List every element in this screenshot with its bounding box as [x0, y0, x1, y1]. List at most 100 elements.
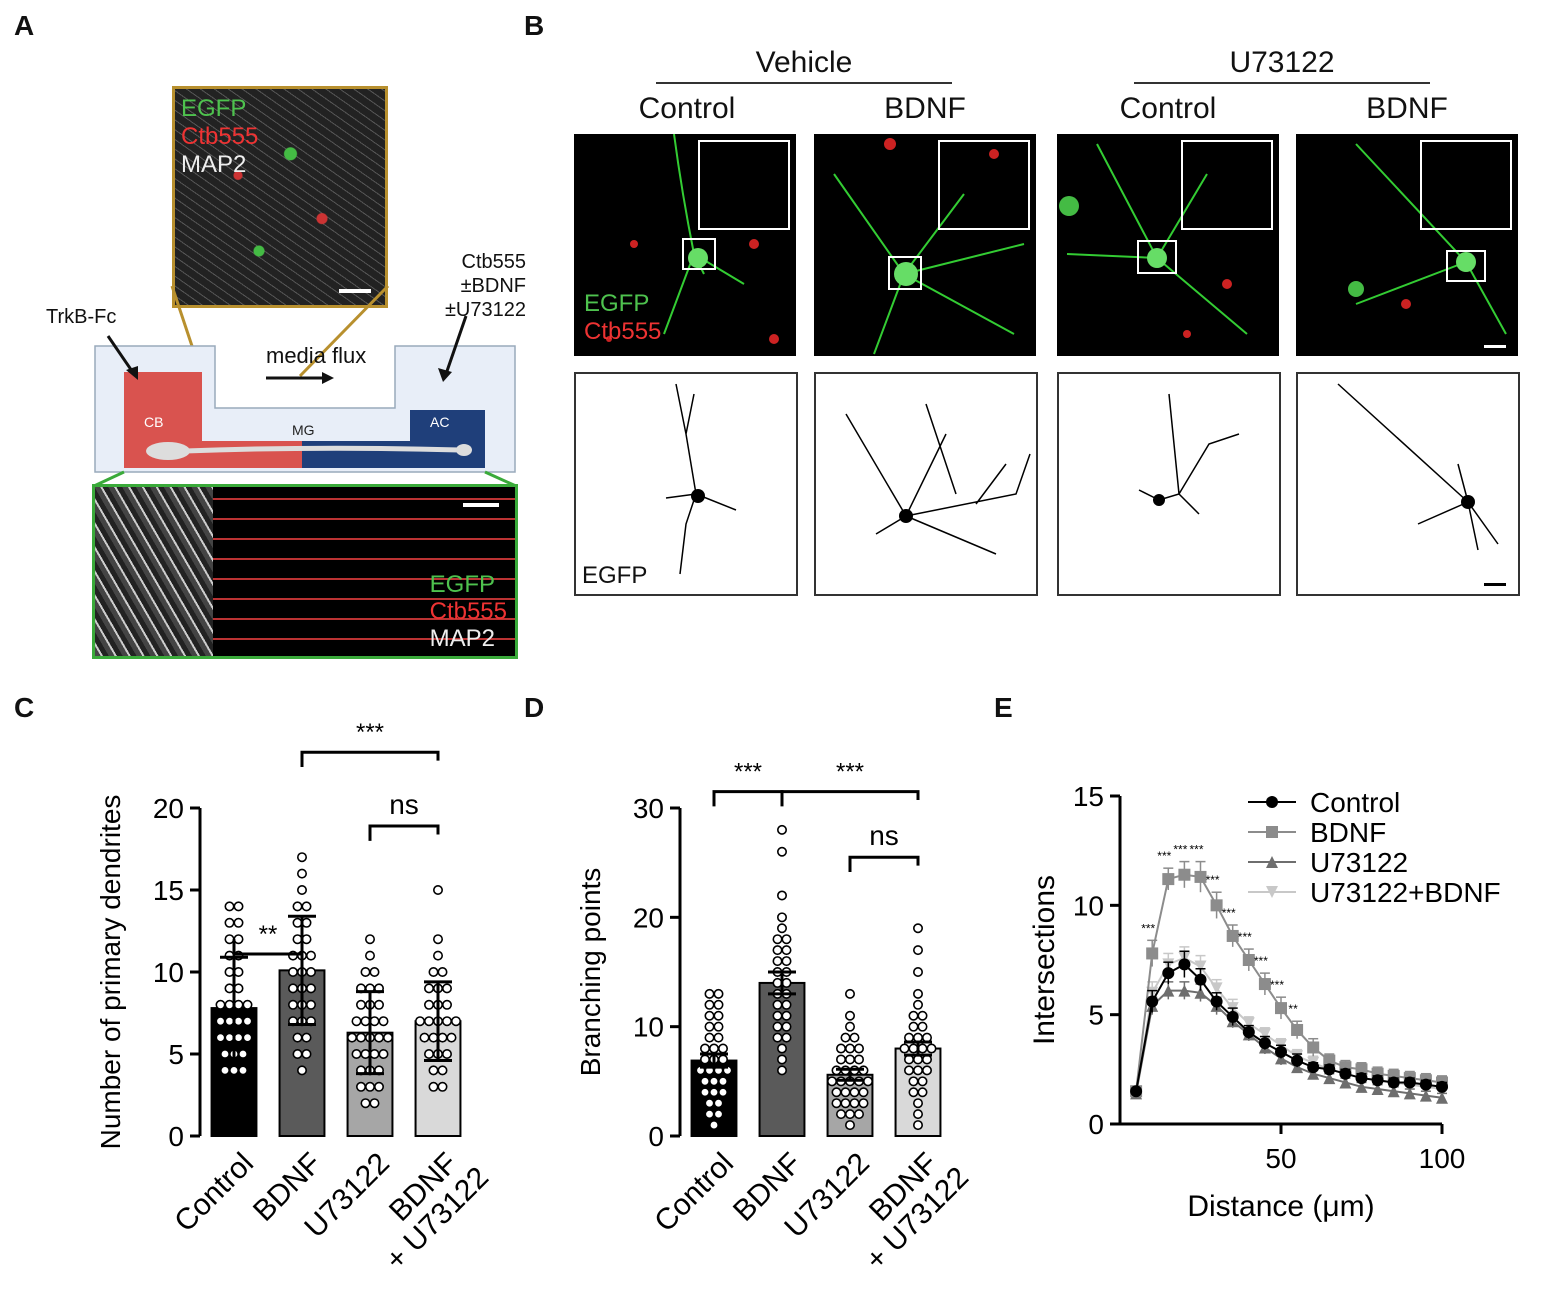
data-point — [1194, 973, 1207, 986]
scale-bar — [339, 289, 371, 293]
y-tick-label: 30 — [633, 793, 664, 824]
data-point — [369, 1048, 380, 1059]
group-line-u73122 — [1134, 82, 1430, 84]
neuron-fluorescence — [833, 138, 1025, 355]
data-point — [772, 1032, 783, 1043]
data-point — [437, 1032, 448, 1043]
y-tick-label: 15 — [1073, 781, 1104, 812]
significance-bracket — [712, 790, 784, 807]
data-point — [912, 945, 923, 956]
data-point — [713, 1098, 724, 1109]
compartment-cb: CB — [144, 414, 164, 430]
data-point — [1210, 995, 1223, 1008]
group-title-vehicle: Vehicle — [755, 46, 853, 79]
significance-label: *** — [1238, 930, 1252, 944]
data-point — [777, 1065, 788, 1076]
data-point — [292, 934, 303, 945]
panel-label-c: C — [14, 692, 35, 723]
data-point — [777, 1054, 788, 1065]
treatment-labels: Ctb555 ±BDNF ±U73122 — [420, 250, 526, 322]
data-point — [912, 999, 923, 1010]
condition-vehicle-control: Control — [638, 92, 736, 125]
data-point — [446, 1032, 457, 1043]
data-point — [215, 1016, 226, 1027]
y-tick-label: 20 — [633, 902, 664, 933]
y-tick-label: 10 — [153, 957, 184, 988]
soma-region — [95, 487, 213, 656]
y-tick-label: 15 — [153, 875, 184, 906]
data-point — [858, 1098, 869, 1109]
data-point — [772, 1010, 783, 1021]
data-point — [441, 999, 452, 1010]
y-tick-label: 10 — [1073, 890, 1104, 921]
micrograph-vehicle-bdnf — [814, 134, 1036, 356]
data-point — [1355, 1072, 1368, 1085]
data-point — [781, 999, 792, 1010]
data-point — [849, 1032, 860, 1043]
data-point — [908, 1076, 919, 1087]
data-point — [777, 912, 788, 923]
data-point — [849, 1098, 860, 1109]
legend-label: U73122+BDNF — [1310, 877, 1501, 908]
data-point — [233, 934, 244, 945]
data-point — [364, 934, 375, 945]
data-point — [1178, 984, 1191, 997]
inset-zoom — [938, 140, 1030, 230]
data-point — [428, 1081, 439, 1092]
data-point — [1266, 856, 1278, 868]
data-point — [238, 1065, 249, 1076]
data-point — [382, 1032, 393, 1043]
data-point — [781, 945, 792, 956]
significance-label: *** — [1254, 954, 1268, 968]
significance-label: *** — [1222, 906, 1236, 920]
data-point — [700, 1054, 711, 1065]
data-point — [373, 1081, 384, 1092]
group-title-u73122: U73122 — [1229, 46, 1335, 79]
data-point — [1242, 954, 1255, 966]
data-point — [229, 1065, 240, 1076]
data-point — [713, 999, 724, 1010]
data-point — [718, 1087, 729, 1098]
data-point — [306, 999, 317, 1010]
bottom-micrograph: EGFP Ctb555 MAP2 — [92, 484, 518, 659]
data-point — [373, 1032, 384, 1043]
data-point — [849, 1087, 860, 1098]
condition-u73122-bdnf: BDNF — [1366, 92, 1448, 125]
data-point — [297, 868, 308, 879]
top-legend-egfp: EGFP — [181, 95, 247, 122]
data-point — [1178, 958, 1191, 971]
data-point — [704, 1098, 715, 1109]
x-axis-label: Distance (μm) — [1187, 1190, 1374, 1223]
data-point — [238, 1048, 249, 1059]
data-point — [1403, 1076, 1416, 1089]
micrograph-u73122-bdnf — [1296, 134, 1518, 356]
legend-label: Control — [1310, 787, 1400, 818]
micrograph-u73122-control — [1057, 134, 1279, 356]
significance-bracket — [300, 750, 440, 768]
data-point — [301, 1032, 312, 1043]
data-point — [1266, 886, 1278, 898]
neuron-tracing — [1138, 393, 1240, 515]
data-point — [713, 988, 724, 999]
significance-label: ns — [389, 789, 419, 820]
data-point — [441, 1048, 452, 1059]
significance-label: *** — [836, 759, 864, 786]
data-point — [437, 966, 448, 977]
data-point — [1194, 870, 1207, 883]
data-point — [1210, 982, 1223, 995]
data-point — [899, 1043, 910, 1054]
y-tick-label: 5 — [168, 1039, 184, 1070]
data-point — [423, 983, 434, 994]
data-point — [912, 1120, 923, 1131]
data-point — [1178, 868, 1191, 881]
data-point — [1226, 1010, 1239, 1023]
data-point — [1323, 1054, 1336, 1067]
data-point — [351, 1048, 362, 1059]
data-point — [292, 917, 303, 928]
y-tick-label: 10 — [633, 1012, 664, 1043]
data-point — [437, 1081, 448, 1092]
data-point — [1307, 1041, 1320, 1054]
data-point — [292, 1032, 303, 1043]
data-point — [450, 1016, 461, 1027]
